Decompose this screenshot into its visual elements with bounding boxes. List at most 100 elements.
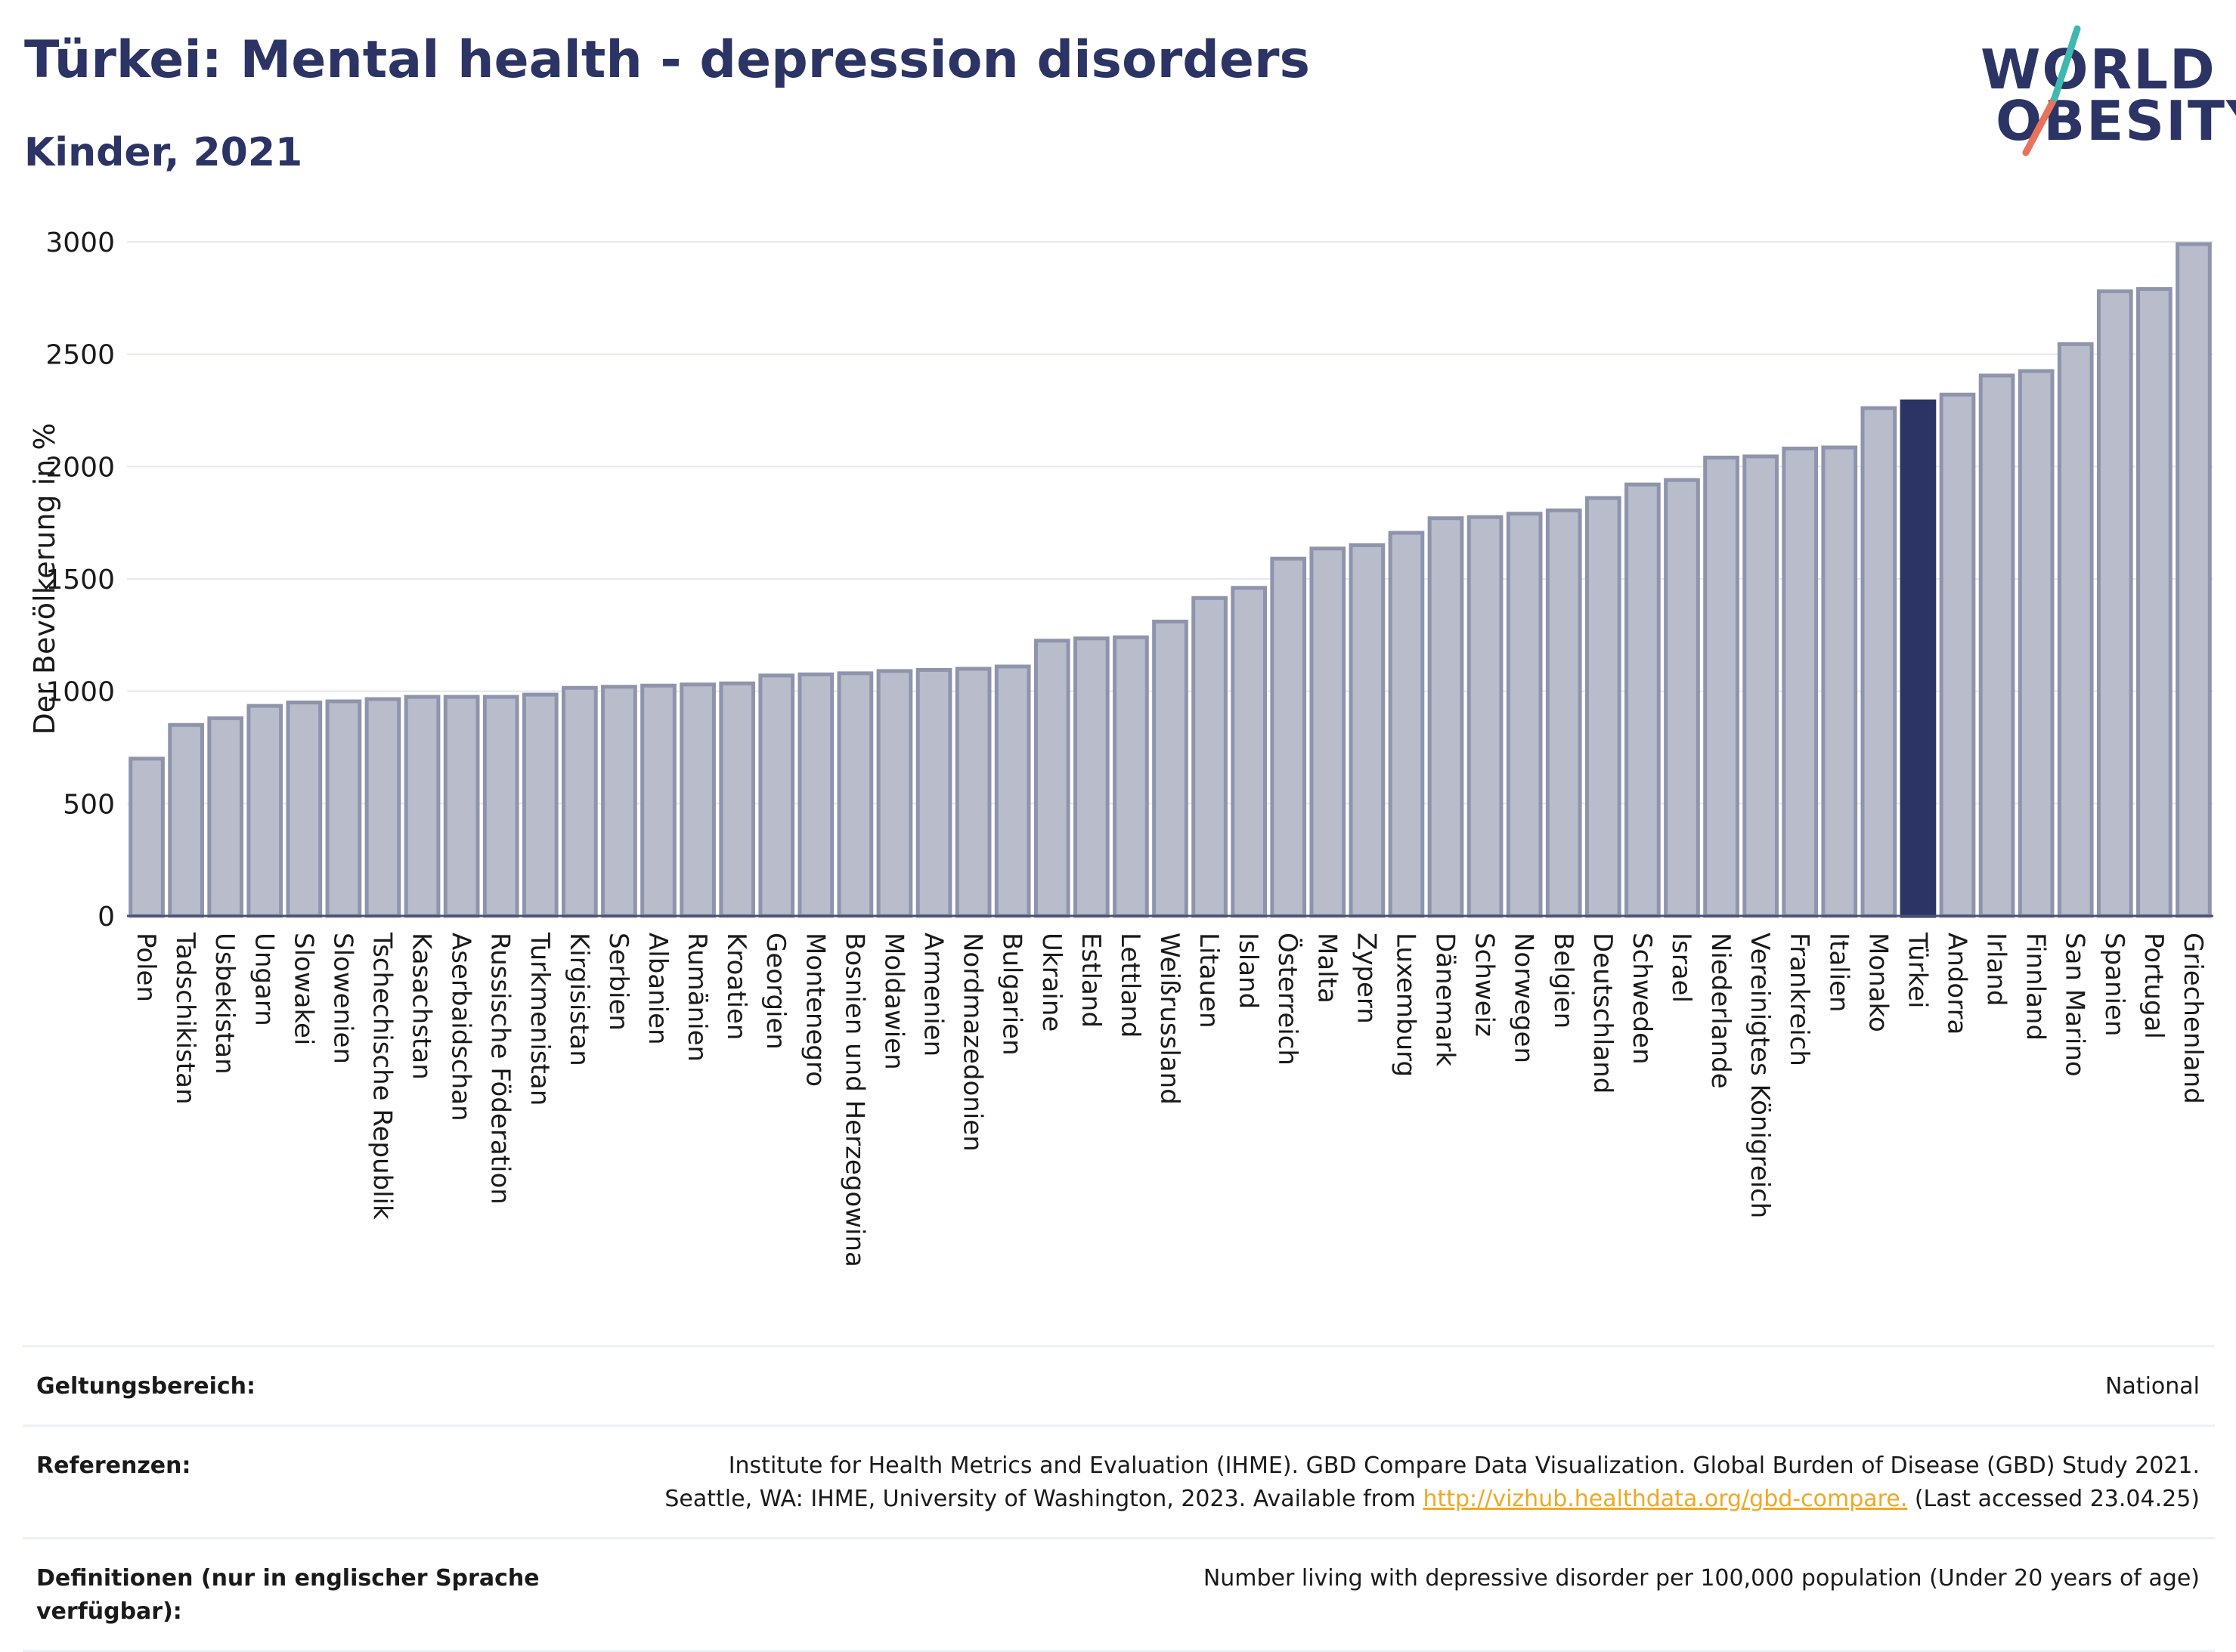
x-tick-label: Zypern — [1351, 933, 1381, 1024]
logo-word-2: OBESITY — [1996, 89, 2236, 153]
bar-san-marino[interactable] — [2057, 342, 2094, 918]
scope-row: Geltungsbereich: National — [23, 1345, 2215, 1425]
bar-zypern[interactable] — [1349, 543, 1386, 918]
x-tick-label: Irland — [1981, 933, 2011, 1006]
x-tick-label: Island — [1233, 933, 1263, 1009]
bar-polen[interactable] — [129, 756, 165, 918]
x-tick-label: Niederlande — [1705, 933, 1736, 1089]
bar-slowakei[interactable] — [286, 701, 323, 918]
bar-usbekistan[interactable] — [207, 716, 244, 918]
bar-österreich[interactable] — [1270, 556, 1307, 918]
bar-aserbaidschan[interactable] — [443, 695, 480, 918]
x-tick-label: Vereinigtes Königreich — [1745, 933, 1775, 1218]
x-tick-label: Nordmazedonien — [958, 933, 988, 1152]
bar-griechenland[interactable] — [2176, 242, 2212, 918]
world-obesity-logo: WORLD OBESITY — [1965, 23, 2236, 159]
bar-schweden[interactable] — [1624, 482, 1661, 918]
bar-ungarn[interactable] — [246, 704, 283, 918]
bar-schweiz[interactable] — [1466, 515, 1504, 918]
x-tick-label: Georgien — [760, 933, 791, 1050]
y-axis-label: Der Bevölkerung in % — [28, 423, 61, 735]
x-tick-label: Lettland — [1115, 933, 1145, 1038]
bar-israel[interactable] — [1664, 478, 1700, 918]
bar-dänemark[interactable] — [1427, 516, 1464, 918]
x-tick-label: Israel — [1666, 933, 1696, 1003]
bar-belgien[interactable] — [1545, 508, 1582, 918]
bar-bulgarien[interactable] — [994, 664, 1031, 918]
bar-nordmazedonien[interactable] — [955, 667, 992, 918]
bar-vereinigtes-königreich[interactable] — [1742, 454, 1779, 918]
bar-kirgisistan[interactable] — [562, 685, 598, 918]
bar-turkmenistan[interactable] — [522, 692, 559, 918]
bar-moldawien[interactable] — [876, 669, 913, 918]
bar-slowenien[interactable] — [325, 699, 362, 918]
bar-norwegen[interactable] — [1506, 512, 1543, 918]
bar-island[interactable] — [1231, 586, 1268, 918]
bar-spanien[interactable] — [2096, 289, 2133, 918]
x-tick-label: Monako — [1863, 933, 1893, 1032]
bar-russische-föderation[interactable] — [482, 695, 519, 918]
references-link[interactable]: http://vizhub.healthdata.org/gbd-compare… — [1423, 1486, 1908, 1512]
definitions-label: Definitionen (nur in englischer Sprache … — [36, 1565, 540, 1625]
references-value: Institute for Health Metrics and Evaluat… — [664, 1449, 2200, 1516]
bar-portugal[interactable] — [2136, 286, 2173, 918]
y-tick-label: 500 — [63, 789, 115, 820]
bar-italien[interactable] — [1821, 445, 1858, 918]
bar-finnland[interactable] — [2018, 369, 2055, 918]
x-tick-label: Österreich — [1272, 933, 1303, 1066]
bar-albanien[interactable] — [640, 683, 677, 918]
bar-ukraine[interactable] — [1033, 639, 1070, 918]
bar-montenegro[interactable] — [797, 672, 835, 918]
bar-andorra[interactable] — [1939, 392, 1976, 918]
x-tick-label: Italien — [1823, 933, 1854, 1013]
x-tick-label: Estland — [1076, 933, 1106, 1028]
x-tick-label: Russische Föderation — [485, 933, 516, 1205]
x-tick-label: Kasachstan — [407, 933, 437, 1080]
x-tick-label: Rumänien — [682, 933, 712, 1062]
bar-frankreich[interactable] — [1782, 447, 1819, 918]
x-tick-label: Tschechische Republik — [367, 932, 397, 1220]
info-table: Geltungsbereich: National Referenzen: In… — [23, 1345, 2215, 1652]
bar-bosnien-und-herzegowina[interactable] — [837, 671, 874, 918]
x-tick-label: Polen — [131, 933, 161, 1002]
x-tick-label: Litauen — [1194, 933, 1224, 1029]
x-tick-label: Belgien — [1548, 933, 1578, 1029]
bar-serbien[interactable] — [601, 685, 637, 918]
bar-tadschikistan[interactable] — [168, 722, 204, 918]
bar-luxemburg[interactable] — [1388, 531, 1425, 918]
x-tick-label: Turkmenistan — [525, 932, 555, 1106]
bar-kasachstan[interactable] — [404, 695, 441, 918]
bar-tschechische-republik[interactable] — [364, 697, 401, 918]
bar-kroatien[interactable] — [719, 681, 756, 918]
bar-türkei[interactable] — [1900, 399, 1937, 918]
bar-monako[interactable] — [1860, 406, 1897, 918]
bar-malta[interactable] — [1309, 546, 1346, 918]
x-tick-label: Norwegen — [1509, 933, 1539, 1063]
x-tick-label: Finnland — [2021, 933, 2051, 1041]
y-tick-label: 1500 — [45, 565, 115, 596]
bar-weißrussland[interactable] — [1152, 619, 1188, 918]
bar-estland[interactable] — [1073, 636, 1110, 918]
bar-litauen[interactable] — [1191, 596, 1228, 918]
x-tick-label: Montenegro — [800, 933, 830, 1087]
x-tick-label: Spanien — [2099, 933, 2129, 1036]
bar-irland[interactable] — [1978, 373, 2015, 918]
x-tick-label: Türkei — [1902, 932, 1932, 1008]
x-tick-label: Frankreich — [1784, 933, 1814, 1066]
y-tick-label: 0 — [98, 902, 115, 933]
bar-lettland[interactable] — [1113, 635, 1149, 918]
x-tick-label: Ukraine — [1036, 933, 1067, 1032]
x-tick-label: Bulgarien — [997, 933, 1027, 1056]
bar-rumänien[interactable] — [680, 682, 716, 918]
x-tick-label: Dänemark — [1430, 933, 1460, 1066]
bar-georgien[interactable] — [758, 673, 795, 918]
x-tick-label: Aserbaidschan — [446, 933, 476, 1121]
bar-armenien[interactable] — [915, 667, 952, 918]
x-tick-label: Tadschikistan — [170, 932, 200, 1105]
references-label: Referenzen: — [36, 1452, 191, 1479]
x-tick-label: Portugal — [2138, 933, 2169, 1039]
x-tick-label: Ungarn — [249, 933, 279, 1026]
bar-deutschland[interactable] — [1584, 496, 1621, 918]
x-tick-label: Albanien — [643, 933, 673, 1045]
bar-niederlande[interactable] — [1703, 455, 1739, 918]
